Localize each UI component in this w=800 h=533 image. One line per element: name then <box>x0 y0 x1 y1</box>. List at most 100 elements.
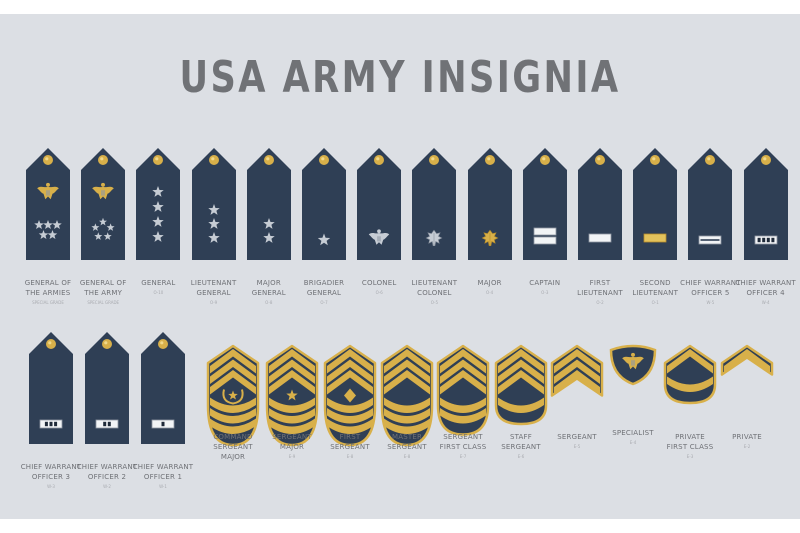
chevron-icon <box>380 344 434 447</box>
rank-label-line2: LIEUTENANT <box>577 289 623 297</box>
four-stars-icon <box>152 186 165 242</box>
two-stars-icon <box>263 218 275 243</box>
one-bar-icon <box>643 233 667 243</box>
rank-label-line2: FIRST CLASS <box>666 443 714 451</box>
rank-label-line1: FIRST <box>589 279 611 287</box>
rank-label-line1: COMMAND SERGEANT <box>213 433 253 451</box>
rank-label: CHIEF WARRANT OFFICER 2 <box>69 462 145 482</box>
shoulder-board <box>467 148 512 260</box>
rank-label-line1: SECOND <box>639 279 671 287</box>
chevron-icon <box>265 344 319 447</box>
rank-label: SPECIALIST <box>595 428 671 438</box>
rank-label-line1: CHIEF WARRANT <box>20 463 82 471</box>
rank-label: FIRST SERGEANT <box>312 432 388 452</box>
bar-4-icon <box>754 235 777 245</box>
rank-label: SERGEANT MAJOR <box>254 432 330 452</box>
rank-label: CHIEF WARRANT OFFICER 1 <box>125 462 201 482</box>
rank-label-line2: THE ARMY <box>84 289 123 297</box>
rank-label: BRIGADIER GENERAL <box>286 278 362 298</box>
chevron-icon <box>663 344 717 405</box>
rank-label-line1: COLONEL <box>361 279 397 287</box>
rank-label-line2: GENERAL <box>196 289 231 297</box>
rank-label: CAPTAIN <box>507 278 583 288</box>
pay-grade: SPECIAL GRADE <box>87 300 120 305</box>
rank-label-line2: MAJOR <box>220 453 246 461</box>
chevron-patch <box>380 344 434 447</box>
rank-label-line2: OFFICER 1 <box>143 473 183 481</box>
pay-grade: E-3 <box>686 454 694 459</box>
rank-label-line1: STAFF <box>509 433 533 441</box>
rank-label-line1: LIEUTENANT <box>190 279 237 287</box>
rank-label-line2: OFFICER 4 <box>746 289 785 297</box>
rank-label-line2: MAJOR <box>279 443 305 451</box>
shoulder-board <box>29 332 73 444</box>
rank-label-line2: COLONEL <box>417 289 452 297</box>
pay-grade: E-7 <box>459 454 467 459</box>
chevron-patch <box>550 344 604 397</box>
button-icon <box>208 155 219 165</box>
button-icon <box>650 155 661 165</box>
pay-grade: O-6 <box>375 290 383 295</box>
pay-grade: E-9 <box>288 454 296 459</box>
chevron-icon <box>436 344 490 436</box>
rank-label-line2: SERGEANT <box>330 443 370 451</box>
shoulder-board <box>357 148 402 260</box>
pay-grade: W-5 <box>706 300 715 305</box>
button-icon <box>374 155 385 165</box>
button-icon <box>760 155 771 165</box>
button-icon <box>46 339 56 349</box>
rank-label: CHIEF WARRANT OFFICER 3 <box>13 462 89 482</box>
pay-grade: W-3 <box>47 484 55 489</box>
chevron-patch <box>206 344 260 447</box>
one-star-icon <box>317 233 331 246</box>
rank-label-line1: GENERAL OF <box>79 279 127 287</box>
pay-grade: E-6 <box>517 454 525 459</box>
rank-label: MAJOR <box>452 278 528 288</box>
rank-label: PRIVATE FIRST CLASS <box>652 432 728 452</box>
shoulder-board <box>81 148 126 260</box>
button-icon <box>153 155 164 165</box>
chevron-icon <box>323 344 377 447</box>
rank-label-line1: SERGEANT <box>272 433 312 441</box>
rank-label: STAFF SERGEANT <box>483 432 559 452</box>
rank-label: MASTER SERGEANT <box>369 432 445 452</box>
shoulder-board <box>578 148 622 260</box>
eagle-five-star-cluster-icon <box>34 182 62 240</box>
oak-leaf-icon <box>425 229 443 246</box>
three-stars-icon <box>207 204 220 243</box>
rank-label-line1: SERGEANT <box>557 433 597 441</box>
rank-label-line2: OFFICER 2 <box>87 473 127 481</box>
rank-label-line2: GENERAL <box>251 289 286 297</box>
rank-label-line2: FIRST CLASS <box>439 443 487 451</box>
rank-label-line2: SERGEANT <box>501 443 541 451</box>
button-icon <box>263 155 274 165</box>
chevron-icon <box>609 344 657 386</box>
rank-label: CHIEF WARRANT OFFICER 4 <box>728 278 800 298</box>
pay-grade: SPECIAL GRADE <box>32 300 64 305</box>
rank-label-line1: CHIEF WARRANT <box>132 463 194 471</box>
pay-grade: W-2 <box>103 484 111 489</box>
button-icon <box>319 155 329 165</box>
rank-label-line1: CHIEF WARRANT <box>76 463 138 471</box>
shoulder-board <box>302 148 346 260</box>
shoulder-board <box>522 148 567 260</box>
pay-grade: O-4 <box>485 290 494 295</box>
rank-label: GENERAL OF THE ARMY <box>65 278 141 298</box>
rank-label-line1: MAJOR <box>256 279 281 287</box>
bar-3-icon <box>39 419 63 429</box>
rank-label-line1: CAPTAIN <box>529 279 561 287</box>
pay-grade: E-2 <box>743 444 751 449</box>
pay-grade: O-10 <box>153 290 164 295</box>
shoulder-board <box>136 148 181 260</box>
pay-grade: O-5 <box>430 300 439 305</box>
chevron-patch <box>265 344 319 447</box>
pay-grade: E-4 <box>629 440 637 445</box>
pay-grade: O-9 <box>209 300 218 305</box>
rank-label-line1: CHIEF WARRANT <box>680 279 741 287</box>
rank-label: MAJOR GENERAL <box>231 278 307 298</box>
button-icon <box>102 339 112 349</box>
rank-label-line1: BRIGADIER <box>303 279 345 287</box>
rank-label-line1: MASTER <box>391 433 423 441</box>
pay-grade: E-8 <box>346 454 354 459</box>
pay-grade: O-8 <box>265 300 273 305</box>
